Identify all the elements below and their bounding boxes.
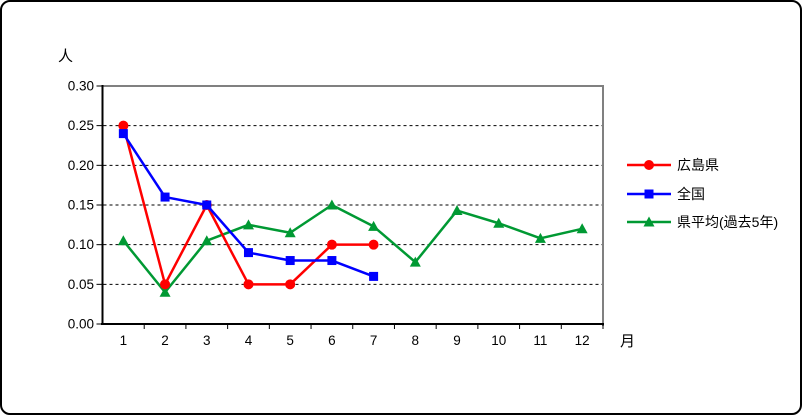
data-point-marker bbox=[117, 235, 129, 246]
legend-marker bbox=[643, 216, 655, 227]
x-tick-label: 1 bbox=[120, 333, 128, 348]
y-axis-unit-label: 人 bbox=[58, 48, 74, 65]
x-tick-label: 3 bbox=[203, 333, 211, 348]
y-tick-label: 0.10 bbox=[68, 237, 94, 252]
x-tick-label: 9 bbox=[453, 333, 461, 348]
data-point-marker bbox=[368, 239, 379, 250]
y-tick-label: 0.05 bbox=[68, 277, 94, 292]
x-tick-label: 6 bbox=[328, 333, 336, 348]
data-point-marker bbox=[326, 199, 338, 210]
x-tick-label: 2 bbox=[161, 333, 169, 348]
data-point-marker bbox=[285, 256, 295, 266]
legend-label: 広島県 bbox=[677, 157, 719, 174]
data-point-marker bbox=[243, 248, 253, 258]
y-tick-label: 0.20 bbox=[68, 158, 94, 173]
legend-label: 県平均(過去5年) bbox=[677, 214, 779, 231]
data-point-marker bbox=[118, 120, 129, 131]
data-point-marker bbox=[242, 219, 254, 230]
y-tick-label: 0.00 bbox=[68, 317, 94, 332]
data-point-marker bbox=[326, 239, 337, 250]
data-point-marker bbox=[534, 232, 546, 243]
data-point-marker bbox=[201, 235, 213, 246]
data-point-marker bbox=[369, 271, 379, 281]
data-point-marker bbox=[285, 279, 296, 290]
legend-marker bbox=[644, 189, 654, 199]
data-point-marker bbox=[409, 256, 421, 267]
data-point-marker bbox=[327, 256, 337, 266]
legend: 広島県全国県平均(過去5年) bbox=[627, 151, 778, 237]
y-tick-label: 0.30 bbox=[68, 79, 94, 94]
x-tick-label: 10 bbox=[491, 333, 506, 348]
legend-label: 全国 bbox=[677, 185, 705, 202]
x-tick-label: 5 bbox=[286, 333, 294, 348]
x-tick-label: 11 bbox=[533, 333, 547, 348]
x-tick-label: 12 bbox=[575, 333, 590, 348]
data-point-marker bbox=[160, 279, 171, 290]
data-point-marker bbox=[493, 217, 505, 228]
y-tick-label: 0.15 bbox=[68, 198, 94, 213]
data-point-marker bbox=[118, 129, 128, 139]
data-point-marker bbox=[576, 223, 588, 234]
series-line-2 bbox=[122, 203, 584, 294]
legend-marker bbox=[644, 160, 654, 171]
data-point-marker bbox=[202, 200, 212, 210]
y-tick-label: 0.25 bbox=[68, 118, 94, 133]
legend-swatch bbox=[627, 160, 671, 171]
data-point-marker bbox=[451, 205, 463, 216]
data-point-marker bbox=[243, 279, 254, 290]
legend-swatch bbox=[627, 189, 671, 199]
x-tick-label: 8 bbox=[412, 333, 420, 348]
legend-swatch bbox=[627, 216, 671, 227]
legend-item-1: 全国 bbox=[627, 180, 778, 209]
x-tick-label: 4 bbox=[245, 333, 253, 348]
x-axis-unit-label: 月 bbox=[620, 333, 636, 350]
data-point-marker bbox=[160, 192, 170, 202]
data-point-marker bbox=[368, 220, 380, 231]
data-point-marker bbox=[159, 286, 171, 297]
legend-item-2: 県平均(過去5年) bbox=[627, 208, 778, 237]
data-point-marker bbox=[284, 227, 296, 238]
x-tick-label: 7 bbox=[370, 333, 378, 348]
legend-item-0: 広島県 bbox=[627, 151, 778, 180]
